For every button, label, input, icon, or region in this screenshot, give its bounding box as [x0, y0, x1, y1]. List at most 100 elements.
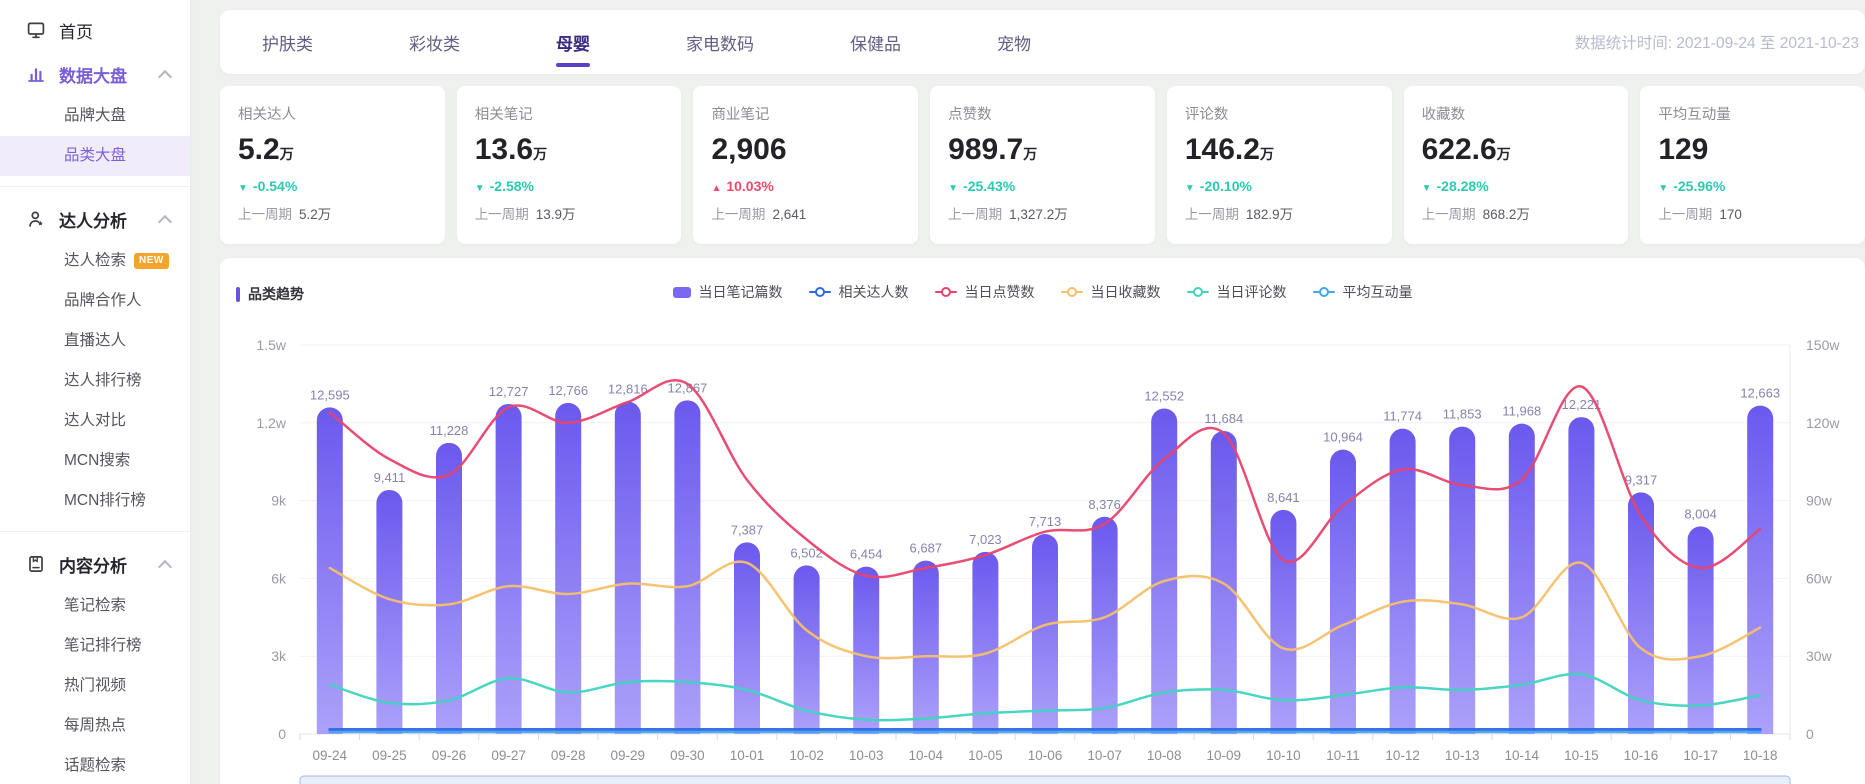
bar-value-label: 6,454 [850, 547, 883, 562]
stat-card-label: 收藏数 [1421, 107, 1466, 123]
sidebar-item-topic-search[interactable]: 话题检索 [0, 746, 190, 784]
triangle-down-icon: ▼ [1421, 183, 1432, 194]
bar-10-11[interactable] [1330, 449, 1356, 734]
sidebar-item-brand-dashboard[interactable]: 品牌大盘 [0, 96, 190, 136]
sidebar-item-home[interactable]: 首页 [0, 8, 190, 52]
category-tabs: 护肤类 彩妆类 母婴 家电数码 保健品 宠物 [262, 10, 1031, 74]
bar-10-02[interactable] [793, 565, 820, 734]
sidebar-item-category-dashboard[interactable]: 品类大盘 [0, 136, 190, 176]
sidebar-item-influencer-ranking[interactable]: 达人排行榜 [0, 361, 190, 401]
sidebar-subitem-label: MCN排行榜 [64, 492, 146, 509]
stat-card-3: 商业笔记 2,906 ▲ 10.03% 上一周期 2,641 [693, 86, 919, 244]
bar-09-30[interactable] [674, 400, 701, 734]
sidebar-subitem-label: MCN搜索 [64, 452, 131, 469]
bar-10-08[interactable] [1151, 408, 1178, 734]
bar-10-16[interactable] [1628, 492, 1654, 734]
stat-card-label: 评论数 [1184, 107, 1229, 123]
bar-09-27[interactable] [495, 403, 522, 734]
bar-10-12[interactable] [1389, 428, 1416, 734]
stat-card-unit: 万 [1023, 146, 1038, 162]
legend-item-comments[interactable]: 当日评论数 [1186, 282, 1287, 302]
legend-item-likes[interactable]: 当日点赞数 [934, 282, 1035, 302]
sidebar-item-content-analysis[interactable]: 内容分析 [0, 542, 190, 586]
trend-chart[interactable]: 0 0 3k 30w 6k 60w 9k 90w 1.2w 120w 1.5w 150w 09-24 09… [220, 330, 1865, 784]
sidebar-item-mcn-search[interactable]: MCN搜索 [0, 441, 190, 481]
stat-card-value: 2,906 [711, 133, 787, 166]
stat-card-change: ▼ -25.96% [1658, 178, 1726, 194]
x-axis-label: 10-08 [1147, 748, 1182, 763]
legend-line-marker-icon [934, 287, 957, 297]
bar-10-15[interactable] [1568, 417, 1595, 734]
tab-mother-baby[interactable]: 母婴 [556, 30, 590, 55]
sidebar-item-live-influencer[interactable]: 直播达人 [0, 321, 190, 361]
x-axis-label: 09-27 [491, 748, 526, 763]
triangle-down-icon: ▼ [474, 183, 485, 194]
bar-10-03[interactable] [853, 566, 880, 734]
bar-10-05[interactable] [972, 551, 999, 734]
new-badge: NEW [134, 253, 169, 269]
x-axis-label: 09-24 [313, 748, 348, 763]
stat-card-previous: 上一周期 182.9万 [1184, 207, 1294, 222]
bar-10-13[interactable] [1449, 426, 1476, 734]
bar-value-label: 11,684 [1204, 411, 1243, 426]
home-icon [27, 22, 45, 39]
x-axis-label: 10-04 [909, 748, 944, 763]
datazoom-slider[interactable] [299, 775, 1791, 784]
bar-value-label: 12,816 [608, 382, 648, 397]
bar-10-10[interactable] [1270, 509, 1297, 734]
sidebar-item-note-search[interactable]: 笔记检索 [0, 586, 190, 626]
x-axis-label: 10-14 [1505, 748, 1540, 763]
bar-09-29[interactable] [614, 401, 641, 734]
line-comments[interactable] [328, 672, 1762, 722]
triangle-down-icon: ▼ [238, 183, 248, 194]
stat-card-unit: 万 [1496, 146, 1511, 162]
sidebar-item-influencer-compare[interactable]: 达人对比 [0, 401, 190, 441]
sidebar-item-weekly-hot[interactable]: 每周热点 [0, 706, 190, 746]
bar-value-label: 12,595 [310, 387, 350, 402]
stat-card-previous: 上一周期 13.9万 [474, 207, 576, 222]
stat-card-previous: 上一周期 5.2万 [238, 207, 332, 222]
legend-item-avg-interaction[interactable]: 平均互动量 [1312, 282, 1413, 302]
line-likes[interactable] [328, 378, 1762, 579]
x-axis-label: 09-28 [551, 748, 586, 763]
x-axis-label: 09-26 [432, 748, 467, 763]
legend-bar-marker-icon [672, 286, 691, 298]
bar-09-26[interactable] [436, 442, 462, 734]
bar-10-14[interactable] [1508, 423, 1535, 734]
x-axis-label: 10-10 [1266, 748, 1301, 763]
bar-10-04[interactable] [912, 560, 939, 734]
bar-10-18[interactable] [1747, 405, 1774, 734]
stat-card-unit: 万 [1259, 146, 1274, 162]
bar-09-25[interactable] [376, 489, 403, 734]
left-axis-tick: 1.5w [256, 337, 286, 353]
sidebar-item-hot-videos[interactable]: 热门视频 [0, 666, 190, 706]
tab-makeup[interactable]: 彩妆类 [409, 34, 460, 54]
tab-appliance-digital[interactable]: 家电数码 [686, 34, 754, 54]
x-axis-label: 10-07 [1087, 748, 1122, 763]
sidebar-item-mcn-ranking[interactable]: MCN排行榜 [0, 481, 190, 521]
bar-10-01[interactable] [734, 542, 760, 734]
bar-10-06[interactable] [1032, 533, 1058, 734]
main-content: 护肤类 彩妆类 母婴 家电数码 保健品 宠物 数据统计时间: 2021-09-24 至 2… [190, 0, 1865, 784]
bar-09-24[interactable] [316, 407, 343, 734]
bar-10-07[interactable] [1091, 516, 1118, 734]
sidebar-subitem-label: 达人检索 [64, 252, 127, 269]
legend-item-influencers[interactable]: 相关达人数 [808, 282, 909, 302]
sidebar-item-influencer-analysis[interactable]: 达人分析 [0, 197, 190, 241]
sidebar-item-influencer-search[interactable]: 达人检索 NEW [0, 241, 190, 281]
tab-skincare[interactable]: 护肤类 [262, 34, 313, 54]
bar-09-28[interactable] [555, 402, 582, 734]
sidebar-item-data-dashboard[interactable]: 数据大盘 [0, 52, 190, 96]
line-collects[interactable] [328, 560, 1762, 661]
sidebar-item-note-ranking[interactable]: 笔记排行榜 [0, 626, 190, 666]
legend-item-notes[interactable]: 当日笔记篇数 [672, 282, 783, 302]
tab-pets[interactable]: 宠物 [997, 34, 1031, 54]
stat-card-label: 平均互动量 [1658, 107, 1731, 123]
stat-card-label: 点赞数 [948, 107, 992, 123]
bar-value-label: 12,867 [668, 380, 708, 395]
legend-item-collects[interactable]: 当日收藏数 [1060, 282, 1161, 302]
tab-health[interactable]: 保健品 [850, 34, 901, 54]
legend-label: 平均互动量 [1342, 284, 1413, 300]
sidebar-item-brand-partner[interactable]: 品牌合作人 [0, 281, 190, 321]
bar-10-17[interactable] [1687, 526, 1714, 734]
